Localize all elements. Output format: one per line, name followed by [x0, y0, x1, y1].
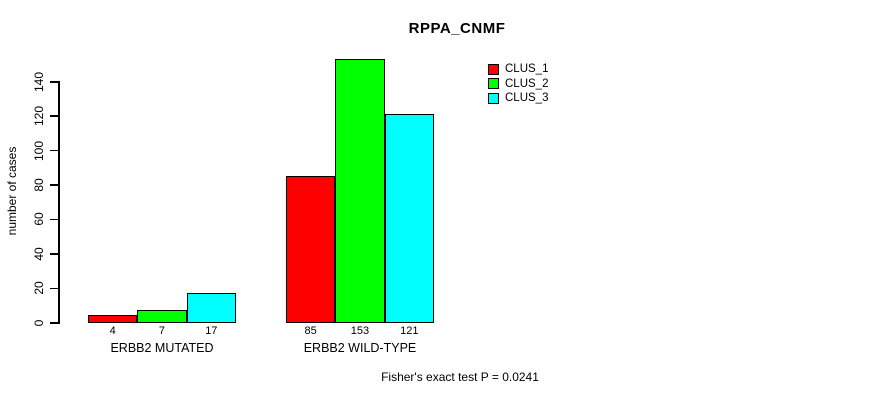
bar-clus_3-erbb2-wild-type — [384, 113, 434, 324]
legend-swatch-icon — [488, 78, 499, 90]
y-axis-tick — [50, 184, 58, 186]
x-category-label: ERBB2 WILD-TYPE — [303, 341, 417, 355]
y-axis-tick-label: 80 — [32, 178, 46, 192]
legend-entry-clus_2: CLUS_2 — [488, 77, 548, 92]
y-axis-tick-label: 140 — [32, 71, 46, 92]
legend: CLUS_1 CLUS_2 CLUS_3 — [488, 62, 548, 106]
legend-label: CLUS_1 — [505, 63, 549, 76]
bar-clus_2-erbb2-wild-type — [335, 58, 385, 324]
legend-swatch-icon — [488, 92, 499, 104]
y-axis-tick — [50, 149, 58, 152]
fisher-test-note: Fisher's exact test P = 0.0241 — [381, 370, 539, 384]
y-axis-tick — [50, 253, 58, 255]
y-axis-label: number of cases — [5, 146, 19, 236]
bar-clus_3-erbb2-mutated — [186, 292, 236, 324]
legend-entry-clus_1: CLUS_1 — [488, 62, 548, 77]
bar-clus_2-erbb2-mutated — [137, 309, 187, 324]
x-category-label: ERBB2 MUTATED — [110, 341, 214, 355]
bar-value-label: 153 — [350, 325, 370, 337]
bar-value-label: 4 — [109, 325, 116, 337]
y-axis-tick-label: 100 — [32, 140, 46, 161]
bar-clus_1-erbb2-wild-type — [286, 175, 336, 324]
y-axis-tick-label: 40 — [32, 247, 46, 261]
bar-clus_1-erbb2-mutated — [88, 315, 138, 324]
y-axis-line — [58, 81, 60, 324]
bar-value-label: 17 — [205, 325, 218, 337]
legend-label: CLUS_2 — [505, 77, 549, 90]
bar-value-label: 7 — [158, 325, 166, 337]
y-axis-tick — [50, 81, 58, 83]
legend-swatch-icon — [488, 63, 499, 75]
legend-entry-clus_3: CLUS_3 — [488, 91, 548, 106]
legend-label: CLUS_3 — [505, 92, 549, 105]
y-axis-tick — [50, 218, 58, 221]
y-axis-tick — [50, 115, 58, 117]
y-axis-tick-label: 20 — [32, 281, 46, 295]
y-axis-tick-label: 120 — [32, 106, 46, 127]
chart-title: RPPA_CNMF — [408, 20, 506, 37]
y-axis-tick-label: 0 — [32, 319, 46, 327]
y-axis-tick — [50, 322, 58, 324]
y-axis-tick-label: 60 — [32, 212, 46, 227]
bar-value-label: 121 — [400, 325, 419, 337]
y-axis-tick — [50, 287, 58, 290]
bar-value-label: 85 — [304, 325, 317, 337]
